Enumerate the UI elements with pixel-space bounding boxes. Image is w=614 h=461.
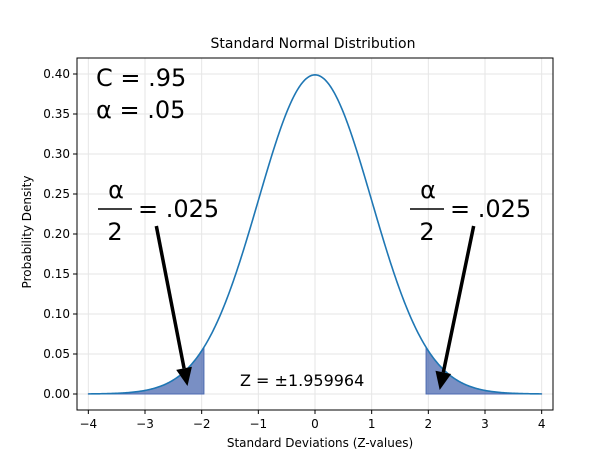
right-fraction-denominator: 2 — [419, 218, 434, 246]
y-tick-label: 0.35 — [43, 107, 70, 121]
confidence-annotation: C = .95 — [96, 64, 186, 92]
x-tick-label: 4 — [538, 417, 546, 431]
normal-curve-line — [88, 74, 542, 395]
y-axis-label: Probability Density — [20, 176, 34, 289]
x-tick-label: 3 — [481, 417, 489, 431]
y-tick-label: 0.25 — [43, 187, 70, 201]
x-tick-label: −2 — [193, 417, 211, 431]
z-value-annotation: Z = ±1.959964 — [240, 371, 364, 390]
x-tick-label: 2 — [425, 417, 433, 431]
x-tick-label: 1 — [368, 417, 376, 431]
chart-title: Standard Normal Distribution — [211, 36, 416, 52]
right-arrow-head — [435, 370, 452, 390]
left-arrow-head — [176, 366, 192, 386]
x-tick-label: −4 — [79, 417, 97, 431]
right-arrow-shaft — [441, 225, 476, 373]
y-tick-label: 0.20 — [43, 227, 70, 241]
left-arrow-shaft — [154, 225, 186, 369]
left-fraction-denominator: 2 — [107, 218, 122, 246]
y-tick-label: 0.00 — [43, 387, 70, 401]
y-tick-label: 0.30 — [43, 147, 70, 161]
y-tick-label: 0.05 — [43, 347, 70, 361]
left-fraction-value: = .025 — [138, 195, 219, 223]
x-tick-label: 0 — [311, 417, 319, 431]
x-axis-label: Standard Deviations (Z-values) — [227, 436, 413, 450]
arrow-layer — [154, 225, 476, 390]
left-fraction-numerator: α — [108, 176, 124, 204]
curve-layer — [88, 74, 542, 395]
tick-layer: −4 −3 −2 −1 0 1 2 3 4 0.00 0.05 0.10 0.15 0.20 0.25 0.3… — [43, 67, 545, 431]
right-fraction-numerator: α — [420, 176, 436, 204]
right-fraction-value: = .025 — [450, 195, 531, 223]
y-tick-label: 0.40 — [43, 67, 70, 81]
y-tick-label: 0.15 — [43, 267, 70, 281]
alpha-annotation: α = .05 — [96, 96, 185, 124]
x-tick-label: −1 — [249, 417, 267, 431]
x-tick-label: −3 — [136, 417, 154, 431]
y-tick-label: 0.10 — [43, 307, 70, 321]
